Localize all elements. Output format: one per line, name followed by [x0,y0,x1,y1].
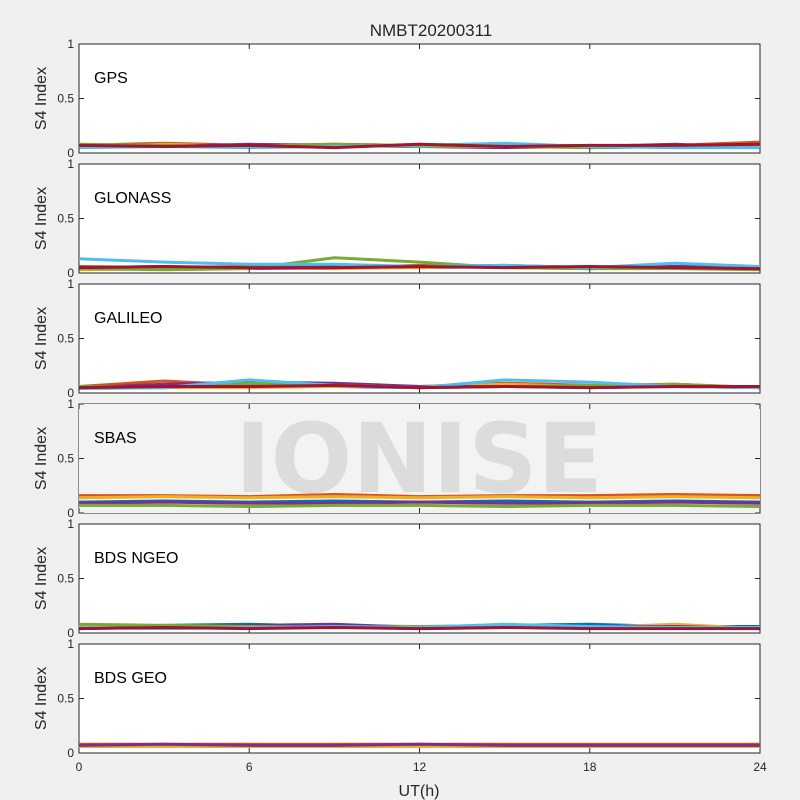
y-tick-label: 1 [67,637,74,651]
x-tick-label: 12 [413,760,427,774]
x-tick-label: 18 [583,760,597,774]
y-tick-label: 0.5 [57,92,74,106]
panel-axes-box [78,43,761,154]
y-tick-label: 0 [67,266,74,280]
panel-axes-box [78,283,761,394]
panel-label: SBAS [94,430,137,447]
x-axis-label: UT(h) [399,783,440,800]
x-tick-label: 6 [246,760,253,774]
y-tick-label: 1 [67,37,74,51]
panel-bds-ngeo: 0 0.5 1 BDS NGEO S4 Index [33,517,761,640]
panel-label: GPS [94,70,128,87]
y-axis-label: S4 Index [33,427,50,490]
series-line [78,383,760,390]
panel-glonass: 0 0.5 1 GLONASS S4 Index [33,157,761,280]
chart-title: NMBT20200311 [370,21,493,40]
y-tick-label: 0.5 [57,332,74,346]
y-axis-label: S4 Index [33,187,50,250]
y-axis-label: S4 Index [33,67,50,130]
y-tick-label: 0.5 [57,692,74,706]
panel-label: BDS NGEO [94,550,178,567]
series-line [78,142,761,150]
panel-label: GLONASS [94,190,171,207]
panel-axes-box [78,643,761,754]
y-tick-label: 0 [67,746,74,760]
series-line [78,265,761,271]
panel-label: GALILEO [94,310,162,327]
y-tick-label: 1 [67,157,74,171]
x-tick-label: 24 [753,760,767,774]
y-tick-label: 0 [67,146,74,160]
y-tick-label: 0 [67,626,74,640]
y-tick-label: 1 [67,517,74,531]
y-tick-label: 0.5 [57,452,74,466]
panel-gps: 0 0.5 1 GPS S4 Index [33,37,761,160]
panel-galileo: 0 0.5 1 GALILEO S4 Index [33,277,761,400]
series-line [78,495,761,500]
panel-bds-geo: 0 0.5 1 BDS GEO S4 Index [33,637,761,760]
series-line [78,500,761,505]
y-tick-label: 1 [67,397,74,411]
y-tick-label: 0.5 [57,572,74,586]
series-line [79,503,761,508]
y-axis-label: S4 Index [33,667,50,730]
y-tick-label: 1 [67,277,74,291]
panel-axes-box [78,523,761,634]
y-axis-label: S4 Index [33,307,50,370]
y-tick-label: 0 [67,386,74,400]
y-tick-label: 0.5 [57,212,74,226]
series-line [78,742,760,747]
y-axis-label: S4 Index [33,547,50,610]
panel-label: BDS GEO [94,670,167,687]
x-tick-label: 0 [76,760,83,774]
panels-group: 0 0.5 1 GPS S4 Index 0 0.5 1 GLONASS S4 Index 0 0.5… [33,37,767,774]
panel-axes-box [78,163,761,274]
y-tick-label: 0 [67,506,74,520]
